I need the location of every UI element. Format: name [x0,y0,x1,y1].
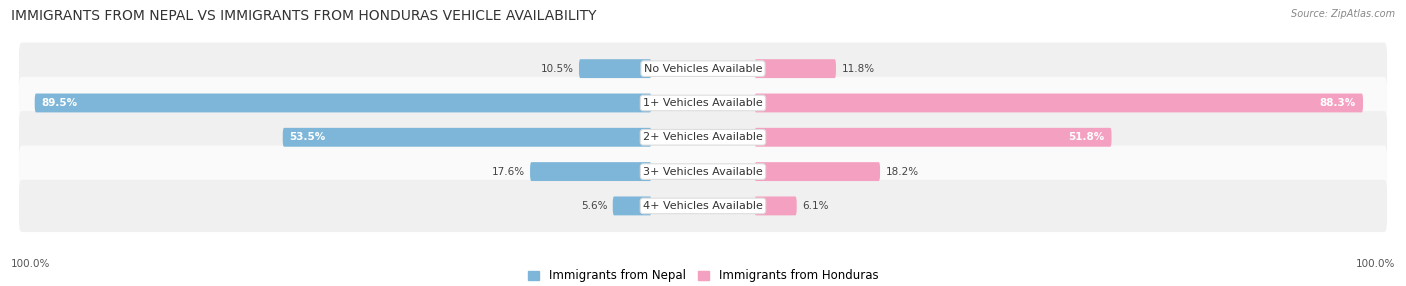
Text: 5.6%: 5.6% [581,201,607,211]
Text: 88.3%: 88.3% [1320,98,1357,108]
FancyBboxPatch shape [35,94,651,112]
FancyBboxPatch shape [530,162,651,181]
FancyBboxPatch shape [18,180,1388,232]
Text: 2+ Vehicles Available: 2+ Vehicles Available [643,132,763,142]
Text: 100.0%: 100.0% [1355,259,1395,269]
Text: IMMIGRANTS FROM NEPAL VS IMMIGRANTS FROM HONDURAS VEHICLE AVAILABILITY: IMMIGRANTS FROM NEPAL VS IMMIGRANTS FROM… [11,9,596,23]
Text: 89.5%: 89.5% [42,98,77,108]
FancyBboxPatch shape [755,196,797,215]
Text: 4+ Vehicles Available: 4+ Vehicles Available [643,201,763,211]
Text: Source: ZipAtlas.com: Source: ZipAtlas.com [1291,9,1395,19]
Text: 1+ Vehicles Available: 1+ Vehicles Available [643,98,763,108]
FancyBboxPatch shape [18,146,1388,198]
FancyBboxPatch shape [755,128,1112,147]
FancyBboxPatch shape [283,128,651,147]
Text: 3+ Vehicles Available: 3+ Vehicles Available [643,167,763,176]
FancyBboxPatch shape [755,94,1362,112]
Text: 17.6%: 17.6% [492,167,524,176]
Text: No Vehicles Available: No Vehicles Available [644,64,762,74]
FancyBboxPatch shape [18,43,1388,95]
FancyBboxPatch shape [613,196,651,215]
Text: 6.1%: 6.1% [803,201,828,211]
Text: 10.5%: 10.5% [540,64,574,74]
Text: 100.0%: 100.0% [11,259,51,269]
FancyBboxPatch shape [579,59,651,78]
Text: 53.5%: 53.5% [290,132,326,142]
FancyBboxPatch shape [18,77,1388,129]
FancyBboxPatch shape [755,59,837,78]
FancyBboxPatch shape [755,162,880,181]
Text: 51.8%: 51.8% [1069,132,1105,142]
Text: 18.2%: 18.2% [886,167,918,176]
Text: 11.8%: 11.8% [841,64,875,74]
Legend: Immigrants from Nepal, Immigrants from Honduras: Immigrants from Nepal, Immigrants from H… [527,269,879,282]
FancyBboxPatch shape [18,111,1388,163]
